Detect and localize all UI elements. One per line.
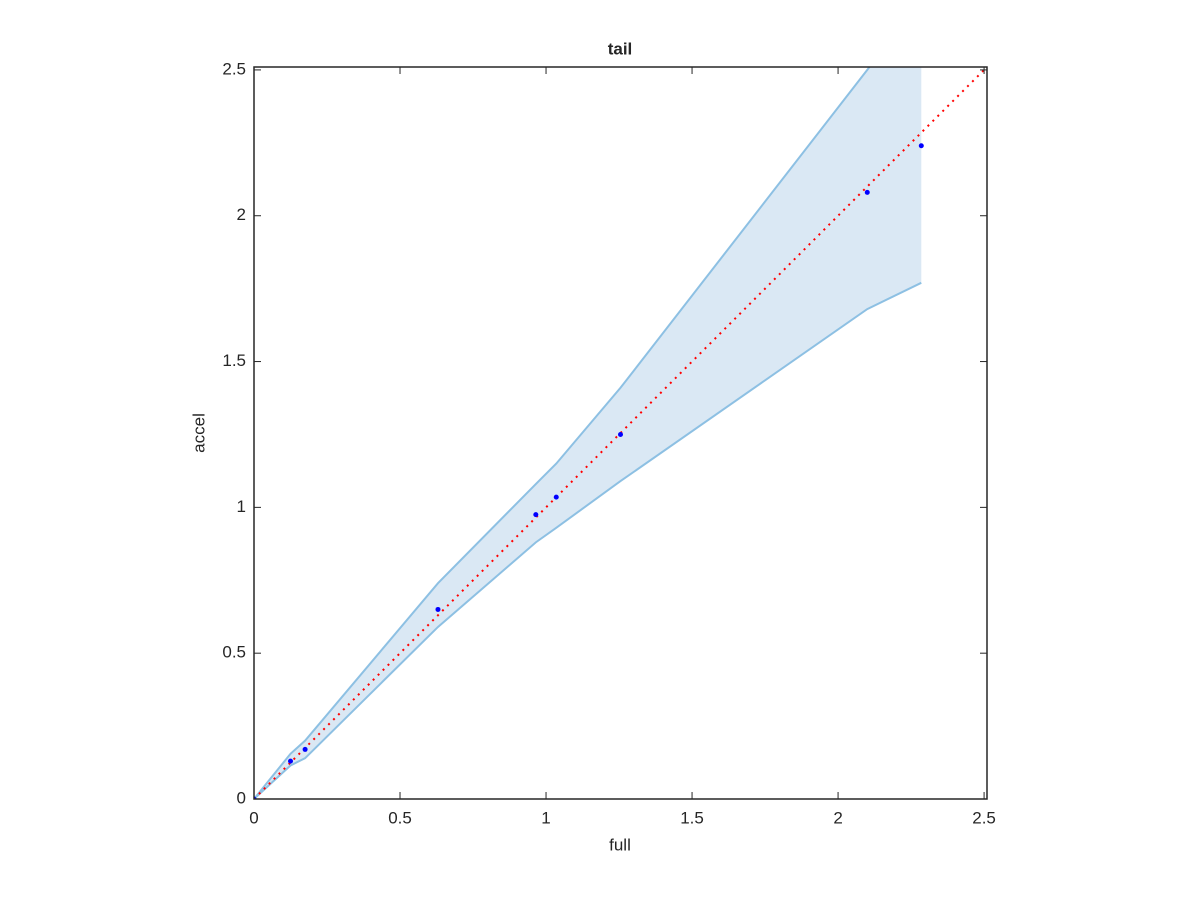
y-tick-label: 1	[237, 497, 246, 516]
x-tick-label: 1.5	[680, 808, 704, 827]
y-axis-label: accel	[189, 413, 208, 453]
band-area	[254, 67, 922, 799]
band-upper	[254, 67, 871, 799]
point	[533, 512, 539, 518]
point	[302, 746, 308, 752]
x-tick-label: 2.5	[972, 808, 996, 827]
y-tick-label: 1.5	[222, 351, 246, 370]
point	[288, 758, 294, 764]
point	[918, 143, 924, 149]
y-tick-label: 0	[237, 788, 246, 807]
point	[435, 606, 441, 612]
point	[553, 494, 559, 500]
chart-title: tail	[608, 39, 633, 58]
y-tick-label: 2	[237, 205, 246, 224]
point	[864, 189, 870, 195]
x-tick-label: 2	[833, 808, 842, 827]
x-axis-label: full	[609, 835, 631, 854]
y-tick-label: 0.5	[222, 643, 246, 662]
x-tick-label: 0	[249, 808, 258, 827]
x-tick-label: 0.5	[388, 808, 412, 827]
axes-box	[253, 66, 988, 800]
y-tick-label: 2.5	[222, 59, 246, 78]
x-tick-label: 1	[541, 808, 550, 827]
point	[618, 431, 623, 437]
plot-area	[254, 67, 987, 799]
band-lower	[254, 281, 922, 799]
